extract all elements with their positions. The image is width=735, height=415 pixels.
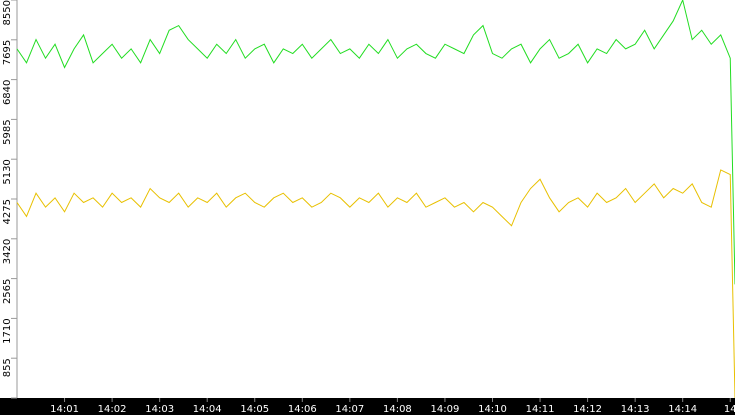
x-tick-label: 14:04: [193, 404, 222, 415]
y-tick-label: 5985: [2, 119, 13, 144]
y-tick-label: 8550: [2, 0, 13, 25]
x-tick-label: 14:06: [288, 404, 317, 415]
x-tick-label: 14:14: [668, 404, 697, 415]
x-axis-bar: [0, 398, 735, 415]
x-tick-label: 14:01: [50, 404, 79, 415]
series-line: [16, 169, 735, 399]
x-tick-label: 14:03: [145, 404, 174, 415]
x-tick-label: 14:02: [98, 404, 127, 415]
x-tick-label: 14:07: [335, 404, 364, 415]
y-tick-label: 6840: [2, 80, 13, 105]
x-tick-label: 14:08: [383, 404, 412, 415]
x-tick-label: 14: [724, 404, 735, 415]
y-tick-label: 1710: [2, 318, 13, 343]
x-tick-label: 14:10: [478, 404, 507, 415]
x-tick-label: 14:13: [621, 404, 650, 415]
y-tick-label: 855: [2, 358, 13, 377]
x-tick-label: 14:05: [240, 404, 269, 415]
y-tick-label: 2565: [2, 279, 13, 304]
y-tick-label: 0: [2, 398, 13, 404]
y-tick-label: 3420: [2, 239, 13, 264]
x-tick-label: 14:09: [431, 404, 460, 415]
y-tick-label: 7695: [2, 40, 13, 65]
y-tick-label: 5130: [2, 159, 13, 184]
y-tick-label: 4275: [2, 199, 13, 224]
series-line: [16, 0, 735, 285]
x-tick-label: 14:11: [526, 404, 555, 415]
x-tick-label: 14:12: [573, 404, 602, 415]
